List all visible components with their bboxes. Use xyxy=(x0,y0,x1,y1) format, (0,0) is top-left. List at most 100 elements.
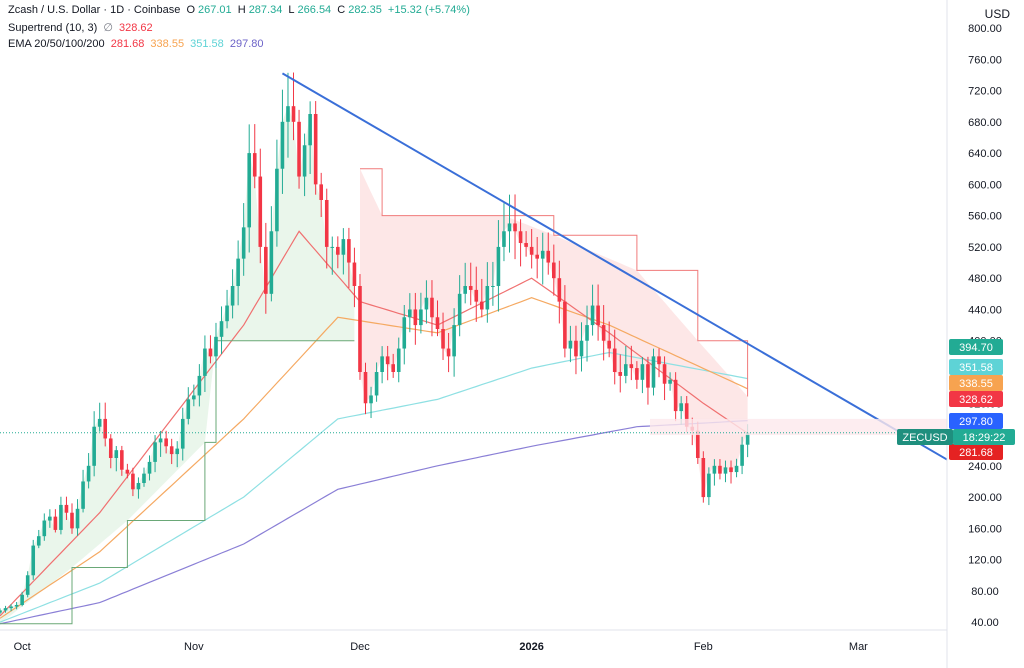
candle[interactable] xyxy=(219,306,224,355)
candle[interactable] xyxy=(723,460,728,483)
ema20-line[interactable] xyxy=(0,230,748,617)
candle[interactable] xyxy=(269,206,274,302)
candle[interactable] xyxy=(330,236,335,275)
candle[interactable] xyxy=(629,345,634,381)
candles-layer[interactable] xyxy=(0,72,750,615)
candle[interactable] xyxy=(297,109,301,189)
candle[interactable] xyxy=(208,335,213,364)
candle[interactable] xyxy=(535,236,539,279)
candle[interactable] xyxy=(468,262,473,306)
candle[interactable] xyxy=(463,262,467,304)
candle[interactable] xyxy=(552,244,556,296)
candle[interactable] xyxy=(147,455,152,481)
candle[interactable] xyxy=(640,356,645,394)
candle[interactable] xyxy=(81,469,85,513)
candle[interactable] xyxy=(214,322,218,368)
candle[interactable] xyxy=(186,387,191,425)
candle[interactable] xyxy=(585,305,589,362)
ema-label[interactable]: EMA 20/50/100/200 xyxy=(8,38,105,50)
candle[interactable] xyxy=(241,203,246,276)
candle[interactable] xyxy=(574,325,578,375)
candle[interactable] xyxy=(391,353,395,378)
candle[interactable] xyxy=(557,260,562,324)
candle[interactable] xyxy=(31,539,36,580)
candle[interactable] xyxy=(336,236,340,269)
candle[interactable] xyxy=(164,430,168,454)
candle[interactable] xyxy=(673,372,678,422)
candle[interactable] xyxy=(441,312,445,360)
candle[interactable] xyxy=(607,321,611,358)
candle[interactable] xyxy=(302,133,307,197)
candle[interactable] xyxy=(502,203,506,262)
candle[interactable] xyxy=(590,284,595,336)
candle[interactable] xyxy=(20,591,24,607)
candle[interactable] xyxy=(474,266,479,322)
candle[interactable] xyxy=(192,384,196,407)
candle[interactable] xyxy=(341,228,346,275)
candle[interactable] xyxy=(734,458,739,478)
candle[interactable] xyxy=(64,496,69,520)
supertrend-label[interactable]: Supertrend (10, 3) xyxy=(8,22,98,34)
candle[interactable] xyxy=(153,435,157,473)
candle[interactable] xyxy=(59,496,63,535)
candle[interactable] xyxy=(252,124,257,189)
candle[interactable] xyxy=(729,460,733,484)
candle[interactable] xyxy=(635,361,639,389)
candle[interactable] xyxy=(740,436,744,475)
candle[interactable] xyxy=(408,293,412,333)
candle[interactable] xyxy=(374,362,379,402)
candle[interactable] xyxy=(120,445,124,476)
candle[interactable] xyxy=(86,453,91,489)
candle[interactable] xyxy=(568,325,573,363)
candle[interactable] xyxy=(385,345,390,381)
candle[interactable] xyxy=(662,356,667,401)
candle[interactable] xyxy=(358,274,362,380)
candle[interactable] xyxy=(601,305,606,361)
candle[interactable] xyxy=(324,188,329,269)
currency-label[interactable]: USD xyxy=(984,7,1010,21)
ema100-line[interactable] xyxy=(0,351,748,623)
candle[interactable] xyxy=(596,284,600,341)
candle[interactable] xyxy=(623,345,628,384)
candle[interactable] xyxy=(718,459,722,480)
candle[interactable] xyxy=(275,139,279,247)
candle[interactable] xyxy=(136,477,141,499)
ema-legend-row[interactable]: EMA 20/50/100/200 281.68 338.55 351.58 2… xyxy=(8,38,267,50)
candle[interactable] xyxy=(53,509,58,533)
candle[interactable] xyxy=(75,499,80,536)
candle[interactable] xyxy=(169,438,174,465)
candle[interactable] xyxy=(48,509,52,528)
candle[interactable] xyxy=(175,441,180,468)
candle[interactable] xyxy=(540,232,545,285)
candle[interactable] xyxy=(457,275,462,337)
candle[interactable] xyxy=(546,232,551,275)
candle[interactable] xyxy=(369,386,373,419)
candle[interactable] xyxy=(225,289,229,329)
candle[interactable] xyxy=(396,337,401,383)
candle[interactable] xyxy=(518,219,523,267)
time-axis[interactable]: Oct Nov Dec 2026 Feb Mar xyxy=(14,641,869,653)
candle[interactable] xyxy=(496,220,501,312)
candle[interactable] xyxy=(513,194,517,260)
candle[interactable] xyxy=(230,269,235,319)
price-axis[interactable]: 40.0080.00120.00160.00200.00240.00280.00… xyxy=(968,23,1002,629)
candle[interactable] xyxy=(668,372,672,391)
candle[interactable] xyxy=(158,430,163,457)
candle[interactable] xyxy=(712,459,717,486)
candle[interactable] xyxy=(108,434,113,469)
ema200-line[interactable] xyxy=(0,420,748,625)
candle[interactable] xyxy=(0,608,2,615)
candle[interactable] xyxy=(236,240,240,306)
candle[interactable] xyxy=(402,305,407,365)
candle[interactable] xyxy=(286,72,290,158)
candle[interactable] xyxy=(563,285,567,358)
candle[interactable] xyxy=(452,308,456,377)
candle[interactable] xyxy=(646,356,650,405)
candle[interactable] xyxy=(70,503,74,534)
candle[interactable] xyxy=(114,446,119,472)
current-price-tag[interactable]: ZECUSD 18:29:22 xyxy=(897,429,1015,445)
candle[interactable] xyxy=(701,451,706,503)
ema50-line[interactable] xyxy=(0,297,748,619)
candle[interactable] xyxy=(142,467,146,487)
candle[interactable] xyxy=(430,280,434,337)
